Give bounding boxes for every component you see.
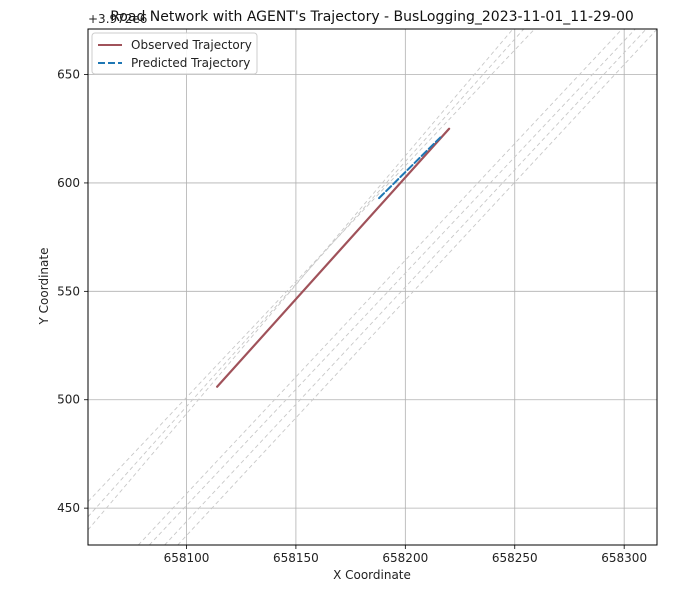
legend: Observed Trajectory Predicted Trajectory xyxy=(91,32,258,75)
predicted-trajectory-line xyxy=(378,136,442,200)
x-tick-label: 658100 xyxy=(164,551,210,565)
legend-label-predicted: Predicted Trajectory xyxy=(131,56,250,70)
legend-box xyxy=(91,32,258,75)
observed-trajectory-line xyxy=(216,127,451,388)
series-layer xyxy=(216,127,451,388)
road-line xyxy=(164,29,647,545)
tick-layer: 658100 658150 658200 658250 658300 450 500 550 6… xyxy=(57,68,647,565)
y-tick-label: 650 xyxy=(57,68,80,82)
road-line xyxy=(177,29,657,545)
road-line xyxy=(88,29,525,518)
road-line xyxy=(88,29,514,531)
x-tick-label: 658150 xyxy=(273,551,319,565)
x-axis-label: X Coordinate xyxy=(333,568,411,582)
y-tick-label: 500 xyxy=(57,393,80,407)
road-network-layer xyxy=(88,29,657,545)
grid-layer xyxy=(88,29,657,545)
y-axis-label: Y Coordinate xyxy=(37,248,51,326)
y-tick-label: 550 xyxy=(57,284,80,298)
road-line xyxy=(88,29,536,502)
y-tick-label: 600 xyxy=(57,176,80,190)
y-tick-label: 450 xyxy=(57,501,80,515)
x-tick-label: 658250 xyxy=(492,551,538,565)
y-offset-label: +3.972e6 xyxy=(88,12,147,26)
road-line xyxy=(138,29,623,545)
x-tick-label: 658200 xyxy=(382,551,428,565)
chart-title: Road Network with AGENT's Trajectory - B… xyxy=(110,9,634,25)
x-tick-label: 658300 xyxy=(601,551,647,565)
plot-frame xyxy=(87,28,658,546)
road-line xyxy=(148,29,636,545)
legend-label-observed: Observed Trajectory xyxy=(131,38,252,52)
